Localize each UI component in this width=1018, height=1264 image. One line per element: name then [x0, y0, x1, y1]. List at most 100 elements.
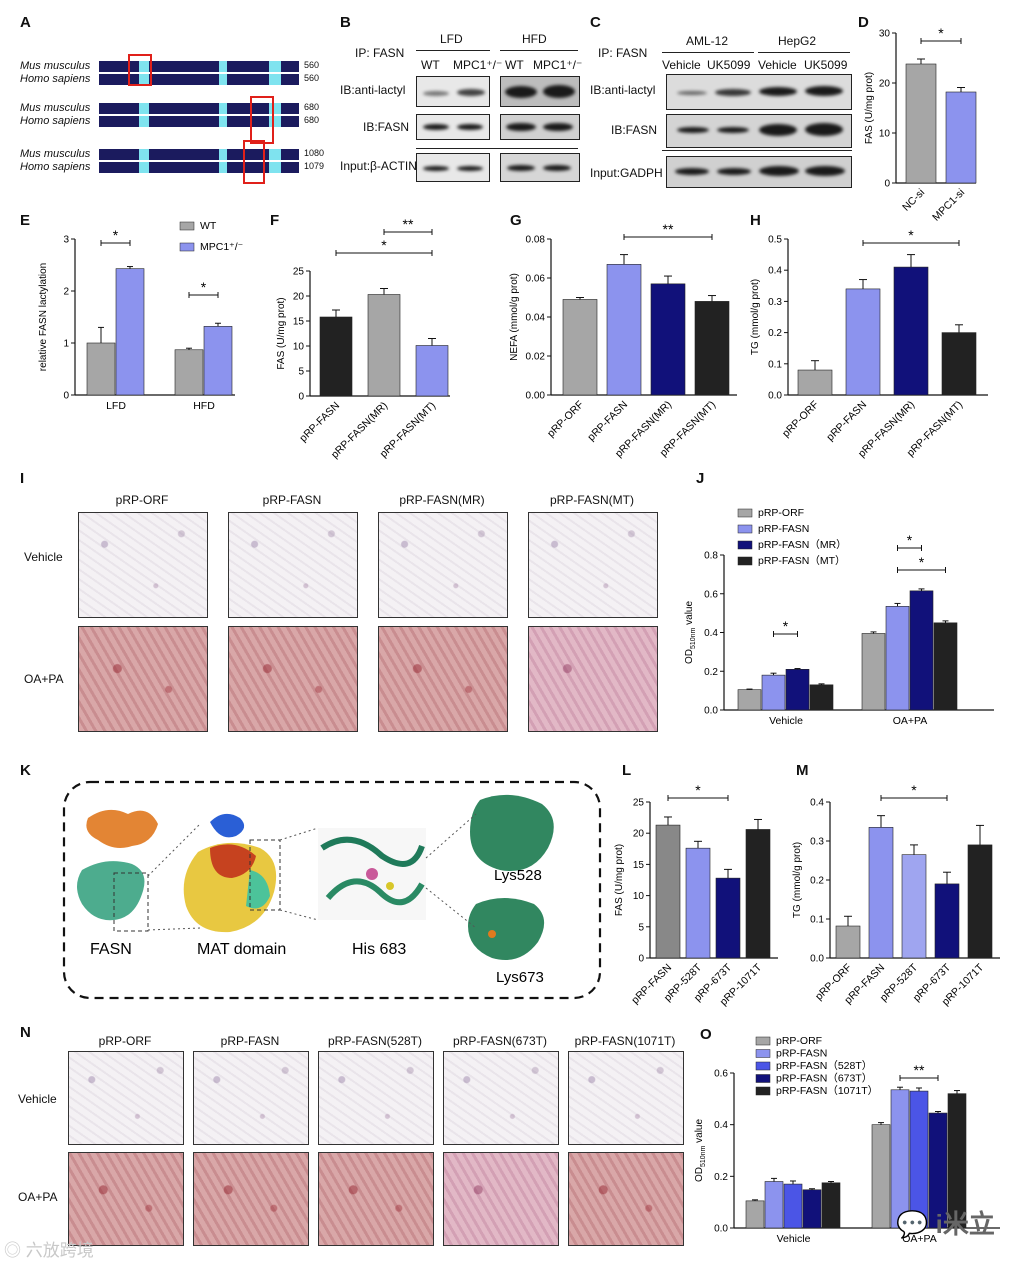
y-tick-label: 25 [293, 267, 305, 278]
bar [415, 345, 449, 397]
y-tick-label: 0 [638, 954, 644, 965]
x-tick-label: LFD [106, 400, 126, 412]
legend-swatch [755, 1036, 771, 1046]
blot-c-label1: IB:anti-lactyl [590, 83, 656, 97]
panel-label-b: B [340, 14, 351, 31]
bar [835, 925, 861, 959]
chart-h: 0.0 0.1 0.2 0.3 0.4 0.5 TG (mmol/g prot) pRP-OR… [750, 227, 988, 460]
y-tick-label: 0.8 [704, 551, 718, 562]
bar [802, 1189, 822, 1229]
lys528-structure-icon [470, 794, 554, 872]
legend-label: pRP-FASN（MR） [758, 539, 847, 551]
sig-label: * [907, 532, 913, 548]
x-tick-label: pRP-ORF [780, 399, 821, 440]
blot-b-fasn-lfd [416, 114, 490, 140]
bar [694, 301, 730, 396]
blot-c-line2 [758, 52, 850, 53]
bar [319, 316, 353, 397]
legend-label: pRP-FASN [776, 1048, 827, 1060]
sequence-mismatch [219, 74, 227, 85]
y-axis-label: FAS (U/mg prot) [614, 844, 625, 916]
legend-label: pRP-ORF [758, 507, 804, 519]
blot-b-group1: LFD [440, 32, 463, 46]
y-tick-label: 20 [633, 829, 645, 840]
y-axis-label: relative FASN lactylation [38, 263, 49, 371]
bar [562, 299, 598, 396]
structure-panel-k: FASN MAT domain His 683 Lys528 Lys673 [62, 780, 602, 1000]
y-tick-label: 0.2 [714, 1172, 728, 1183]
y-tick-label: 0.02 [526, 352, 546, 363]
lactylation-site-box [243, 140, 265, 184]
micro-col-label: pRP-ORF [115, 493, 169, 507]
sequence-position: 560 [304, 73, 320, 83]
legend-swatch [755, 1049, 771, 1058]
y-tick-label: 0.2 [704, 667, 718, 678]
bar [606, 264, 642, 396]
sequence-mismatch [139, 61, 149, 72]
x-tick-label: Vehicle [777, 1233, 811, 1245]
y-tick-label: 0.4 [714, 1120, 728, 1131]
micro-row-label: OA+PA [24, 672, 64, 686]
blot-b-group2: HFD [522, 32, 547, 46]
sig-label: * [919, 554, 925, 570]
y-axis-label: OD510nm value [684, 601, 697, 665]
y-tick-label: 0.1 [810, 915, 824, 926]
bar [945, 91, 977, 184]
micrograph [318, 1152, 434, 1246]
blot-b-label2: IB:FASN [363, 120, 410, 134]
blot-b-label3: Input:β-ACTIN [340, 159, 417, 173]
micrograph [528, 512, 658, 618]
lys673-structure-icon [468, 898, 545, 960]
blot-b-line2 [500, 50, 578, 51]
y-tick-label: 0.08 [526, 235, 546, 246]
blot-b-lactyl-hfd [500, 76, 580, 107]
bar [785, 669, 810, 711]
bar [174, 349, 204, 396]
legend-label: pRP-FASN（1071T） [776, 1085, 878, 1097]
micro-col-label: pRP-FASN(MT) [550, 493, 634, 507]
bar [86, 342, 116, 396]
y-axis-label: FAS (U/mg prot) [276, 297, 287, 369]
structure-label-his: His 683 [352, 941, 406, 958]
y-tick-label: 0.0 [768, 391, 782, 402]
blot-b-actin-hfd [500, 153, 580, 182]
micrograph [78, 626, 208, 732]
species-label: Mus musculus [20, 60, 91, 72]
bar [655, 824, 681, 959]
blot-c-group1: AML-12 [686, 34, 729, 48]
bar [367, 294, 401, 397]
sequence-position: 680 [304, 102, 320, 112]
micrograph [568, 1152, 684, 1246]
species-label: Mus musculus [20, 148, 91, 160]
legend-swatch [737, 540, 753, 550]
sequence-mismatch [139, 162, 149, 173]
sequence-bar [99, 74, 299, 85]
micro-col-label: pRP-FASN [220, 1034, 280, 1048]
y-axis-label: FAS (U/mg prot) [864, 72, 875, 144]
species-label: Mus musculus [20, 102, 91, 114]
y-tick-label: 0 [884, 179, 890, 190]
blot-b-fasn-hfd [500, 114, 580, 140]
y-tick-label: 0 [298, 392, 304, 403]
structure-label-lys528: Lys528 [494, 867, 542, 884]
species-label: Homo sapiens [20, 115, 91, 127]
sequence-mismatch [269, 162, 281, 173]
micro-col-label: pRP-FASN(1071T) [574, 1034, 676, 1048]
legend-swatch [179, 242, 195, 252]
chart-m: 0.00.10.20.30.4TG (mmol/g prot)pRP-ORFpR… [792, 782, 1000, 1008]
structure-label-mat: MAT domain [197, 941, 286, 958]
blot-b-ip: IP: FASN [355, 46, 405, 60]
bar [764, 1181, 784, 1229]
y-tick-label: 0.00 [526, 391, 546, 402]
y-axis-label: NEFA (mmol/g prot) [509, 273, 520, 361]
bar [745, 829, 771, 959]
species-label: Homo sapiens [20, 161, 91, 173]
x-tick-label: pRP-FASN [585, 399, 630, 444]
blot-b-lane3: WT [505, 58, 524, 72]
sequence-mismatch [139, 74, 149, 85]
sequence-bar [99, 116, 299, 127]
sequence-mismatch [219, 103, 227, 114]
y-tick-label: 0 [63, 391, 69, 402]
micrograph [528, 626, 658, 732]
